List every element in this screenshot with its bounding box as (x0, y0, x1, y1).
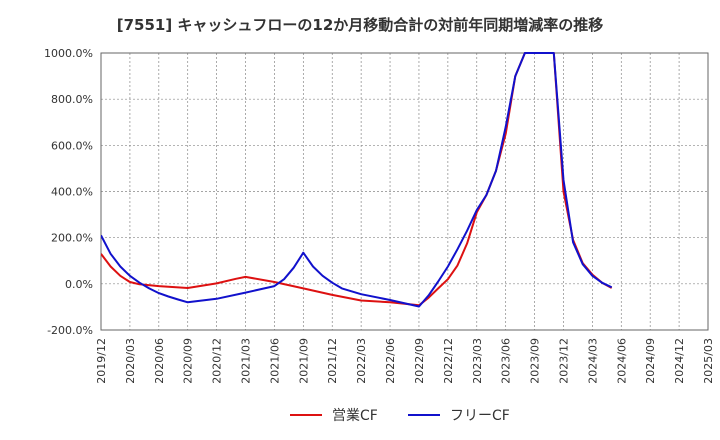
legend-label: フリーCF (450, 408, 510, 424)
x-tick-label: 2022/03 (355, 338, 368, 384)
plot-frame (100, 52, 709, 331)
x-tick-label: 2022/06 (384, 338, 397, 384)
x-axis: 2019/12 2020/03 2020/06 2020/09 2020/12 2021/… (95, 338, 715, 384)
x-tick-label: 2022/09 (413, 338, 426, 384)
y-tick-label: -200.0% (47, 324, 93, 337)
x-tick-label: 2021/03 (240, 338, 253, 384)
x-tick-label: 2021/12 (326, 338, 339, 384)
series-line-フリーCF (101, 52, 613, 308)
series-layer (101, 52, 613, 308)
y-tick-label: 0.0% (65, 278, 93, 291)
x-tick-label: 2021/09 (297, 338, 310, 384)
x-tick-label: 2023/12 (557, 338, 570, 384)
x-tick-label: 2021/06 (268, 338, 281, 384)
legend-label: 営業CF (332, 408, 378, 424)
x-tick-label: 2024/03 (586, 338, 599, 384)
grid (100, 52, 709, 331)
y-tick-label: 1000.0% (44, 47, 93, 60)
legend: 営業CF フリーCF (290, 408, 510, 424)
x-tick-label: 2020/06 (153, 338, 166, 384)
x-tick-label: 2020/09 (182, 338, 195, 384)
y-tick-label: 400.0% (51, 186, 93, 199)
y-tick-label: 200.0% (51, 232, 93, 245)
x-tick-label: 2025/03 (702, 338, 715, 384)
y-axis: -200.0% 0.0% 200.0% 400.0% 600.0% 800.0% 1000.… (44, 47, 93, 337)
series-line-営業CF (101, 52, 613, 307)
x-tick-label: 2022/12 (442, 338, 455, 384)
chart-title: [7551] キャッシュフローの12か月移動合計の対前年同期増減率の推移 (116, 16, 604, 34)
x-tick-label: 2020/03 (124, 338, 137, 384)
x-tick-label: 2023/06 (500, 338, 513, 384)
y-tick-label: 600.0% (51, 139, 93, 152)
x-tick-label: 2024/12 (673, 338, 686, 384)
x-tick-label: 2023/03 (471, 338, 484, 384)
x-tick-label: 2019/12 (95, 338, 108, 384)
x-tick-label: 2024/06 (615, 338, 628, 384)
x-tick-label: 2020/12 (211, 338, 224, 384)
x-tick-label: 2024/09 (644, 338, 657, 384)
y-tick-label: 800.0% (51, 93, 93, 106)
x-tick-label: 2023/09 (529, 338, 542, 384)
